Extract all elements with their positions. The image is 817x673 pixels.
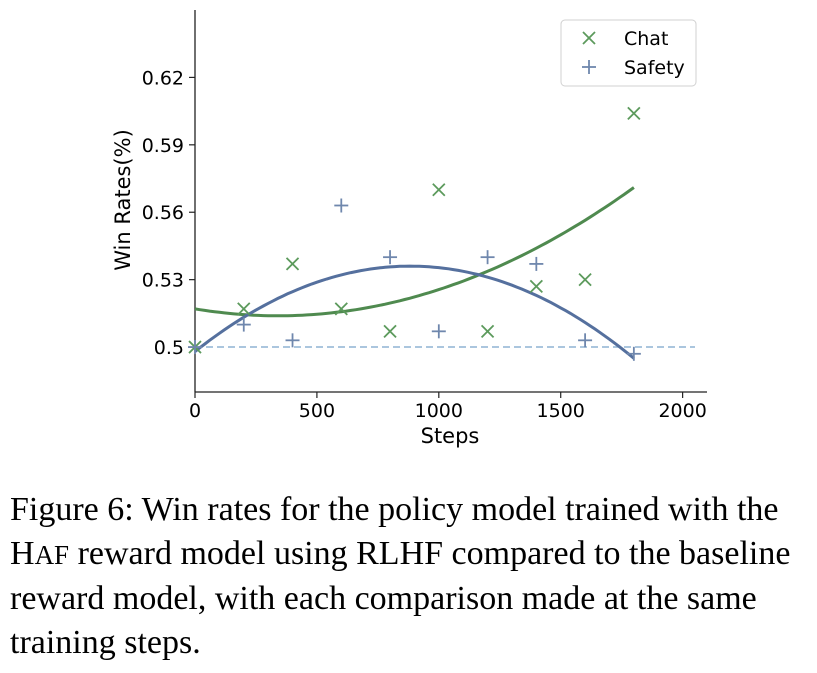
safety-point: [188, 340, 202, 355]
legend-marker: [582, 31, 596, 45]
safety-point: [578, 333, 593, 348]
chart-axes: 0 500 1000 1500 2000 0.5 0.53 0.56 0.59 0.62: [142, 10, 707, 422]
trend-line-safety: [194, 264, 635, 360]
caption-h: H: [10, 535, 35, 572]
marker-stroke: [529, 279, 543, 294]
legend-label: Safety: [624, 57, 685, 79]
chat-point: [529, 279, 543, 294]
caption-af: AF: [34, 540, 70, 570]
chat-point: [578, 273, 592, 287]
safety-point: [431, 324, 446, 339]
legend: Chat Safety: [560, 19, 697, 87]
marker-stroke: [578, 273, 592, 287]
caption-prefix: Figure 6: Win rates for the policy model…: [10, 491, 779, 528]
figure-caption: Figure 6: Win rates for the policy model…: [10, 488, 810, 665]
marker-stroke: [627, 106, 641, 121]
safety-point: [529, 256, 544, 271]
y-tick-label: 0.59: [142, 135, 184, 157]
caption-suffix: reward model using RLHF compared to the …: [10, 535, 791, 661]
safety-point: [626, 346, 641, 361]
x-tick-label: 500: [299, 400, 335, 422]
y-axis-label: Win Rates(%): [111, 129, 135, 271]
legend-box: [560, 19, 697, 87]
data-points: [188, 106, 641, 361]
marker-stroke: [432, 183, 446, 197]
y-tick-label: 0.62: [142, 67, 184, 89]
win-rate-chart: 0 500 1000 1500 2000 0.5 0.53 0.56 0.59 0.62 Chat…: [111, 10, 707, 448]
x-axis-label: Steps: [421, 424, 480, 448]
legend-entry-safety: Safety: [582, 57, 685, 79]
chat-point: [627, 106, 641, 121]
safety-point: [383, 250, 398, 265]
x-tick-label: 1500: [537, 400, 585, 422]
legend-entry-chat: Chat: [582, 28, 668, 50]
chat-point: [334, 302, 348, 316]
safety-point: [285, 333, 300, 348]
x-tick-label: 0: [189, 400, 201, 422]
legend-label: Chat: [624, 28, 668, 50]
marker-stroke: [480, 324, 495, 338]
marker-stroke: [383, 324, 397, 338]
x-tick-label: 2000: [658, 400, 706, 422]
trend-lines: [194, 186, 635, 360]
trend-line-chat: [194, 186, 635, 318]
safety-point: [236, 317, 251, 332]
chat-point: [285, 257, 300, 271]
marker-stroke: [285, 257, 300, 271]
chat-point: [237, 302, 251, 316]
y-tick-label: 0.5: [154, 337, 184, 359]
x-tick-label: 1000: [415, 400, 463, 422]
chat-point: [432, 183, 446, 197]
chat-point: [480, 324, 495, 338]
safety-point: [480, 250, 495, 265]
y-tick-label: 0.56: [142, 202, 184, 224]
marker-stroke: [334, 302, 348, 316]
marker-stroke: [237, 302, 251, 316]
safety-point: [334, 198, 349, 213]
chat-point: [383, 324, 397, 338]
y-tick-label: 0.53: [142, 270, 184, 292]
